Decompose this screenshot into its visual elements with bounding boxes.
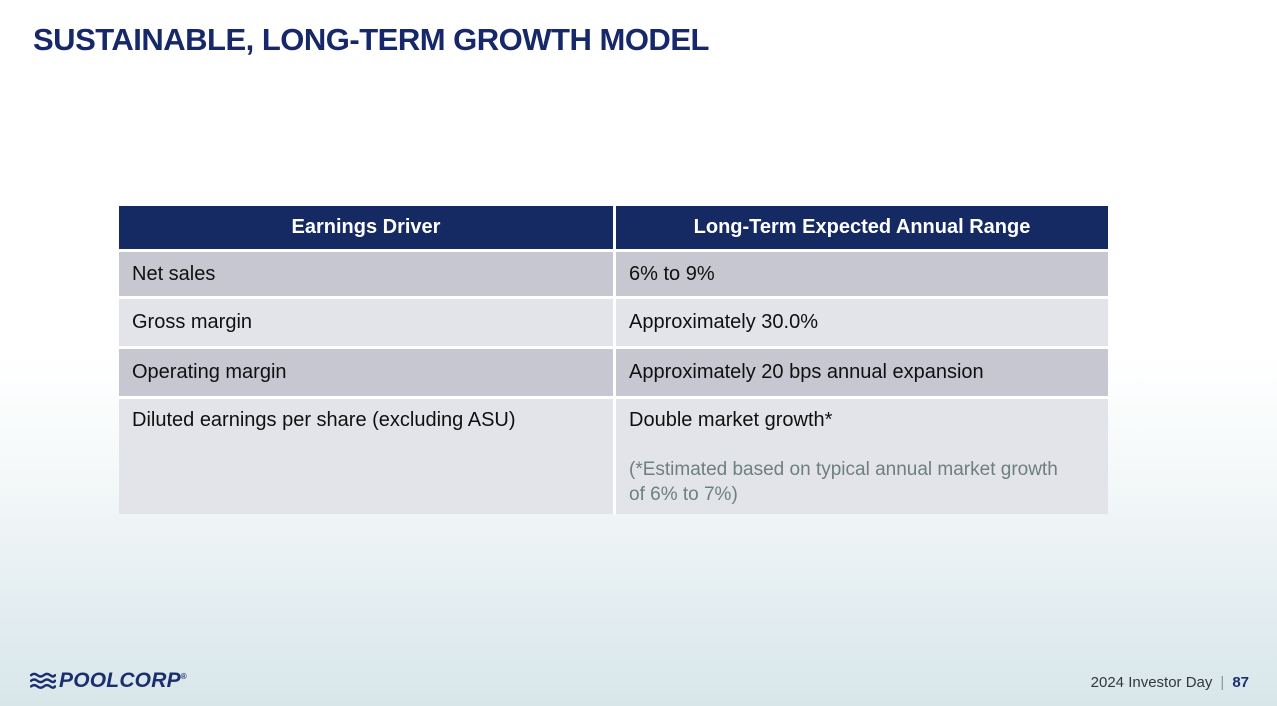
table-row-range-diluted-eps: Double market growth* (*Estimated based …: [616, 399, 1108, 514]
footer-caption: 2024 Investor Day | 87: [1091, 674, 1249, 691]
footer-event-name: 2024 Investor Day: [1090, 674, 1213, 691]
table-row-driver-net-sales: Net sales: [119, 252, 613, 296]
waves-icon: [30, 672, 56, 689]
poolcorp-logo: POOLCORP®: [30, 669, 187, 693]
table-row-driver-diluted-eps: Diluted earnings per share (excluding AS…: [119, 399, 613, 514]
logo-corp-text: CORP: [119, 669, 181, 692]
table-row-range-net-sales: 6% to 9%: [616, 252, 1108, 296]
logo-wordmark: POOLCORP®: [59, 669, 187, 693]
table-row-range-gross-margin: Approximately 30.0%: [616, 299, 1108, 346]
table-row-driver-operating-margin: Operating margin: [119, 349, 613, 396]
footer-separator: |: [1220, 674, 1225, 691]
diluted-eps-footnote: (*Estimated based on typical annual mark…: [629, 459, 1058, 505]
diluted-eps-range-value: Double market growth*: [629, 409, 833, 431]
table-row-driver-gross-margin: Gross margin: [119, 299, 613, 346]
growth-model-table: Earnings Driver Long-Term Expected Annua…: [119, 206, 1108, 514]
table-header-earnings-driver: Earnings Driver: [119, 206, 613, 249]
registered-mark: ®: [180, 672, 187, 681]
table-header-expected-range: Long-Term Expected Annual Range: [616, 206, 1108, 249]
page-title: SUSTAINABLE, LONG-TERM GROWTH MODEL: [33, 22, 709, 57]
table-row-range-operating-margin: Approximately 20 bps annual expansion: [616, 349, 1108, 396]
logo-pool-text: POOL: [59, 669, 120, 692]
page-number: 87: [1232, 674, 1249, 691]
